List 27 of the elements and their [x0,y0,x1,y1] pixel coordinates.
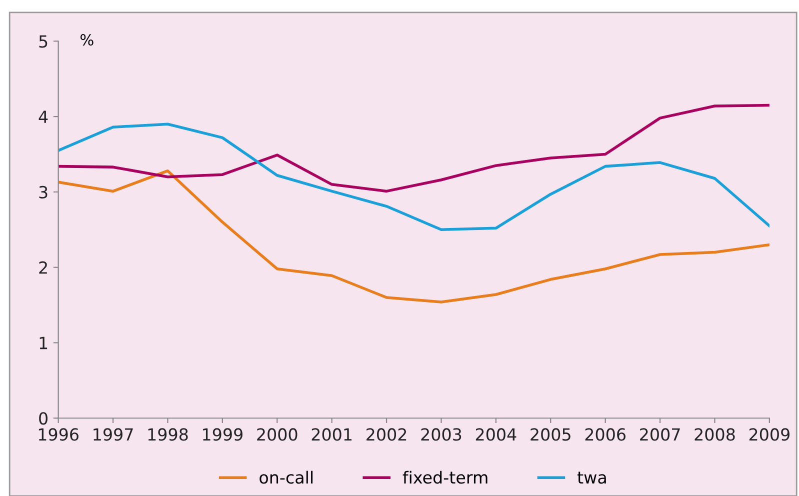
legend-label: on-call [260,470,313,484]
y-tick-label: 1 [40,336,48,350]
line-series [58,169,770,304]
legend-label: twa [577,472,606,484]
x-tick-label: 2002 [366,428,406,441]
x-tick-label: 1998 [148,428,188,441]
x-tick-label: 2005 [530,428,570,441]
x-tick-label: 2000 [257,428,298,441]
x-tick-label: 2008 [694,428,735,441]
x-tick-label: 1999 [203,428,242,441]
line-series [58,104,770,193]
y-tick-label: 2 [39,261,47,274]
line-series [58,122,770,232]
x-tick-label: 1996 [38,428,78,441]
y-tick-label: 5 [39,35,48,48]
x-tick-label: 2004 [476,428,516,441]
y-tick-label: 3 [39,186,48,199]
x-tick-label: 2009 [749,428,790,441]
y-tick-label: 4 [38,110,48,123]
x-tick-label: 2003 [421,428,462,441]
x-tick-label: 2001 [312,428,352,441]
x-tick-label: 1997 [94,428,133,441]
y-axis-title: % [80,34,94,46]
x-tick-label: 2007 [640,428,680,441]
legend-label: fixed-term [402,470,488,484]
x-tick-label: 2006 [585,428,626,441]
y-tick-label: 0 [39,412,48,425]
